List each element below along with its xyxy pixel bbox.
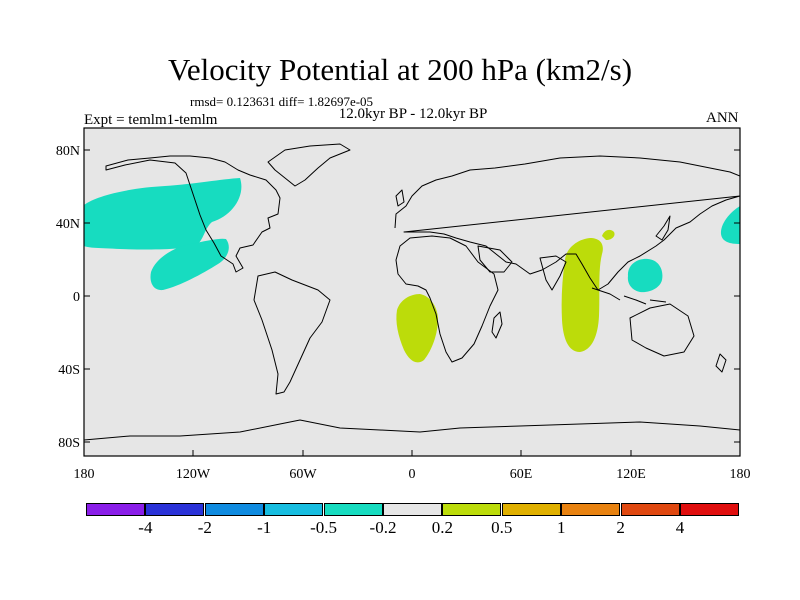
lat-label-80s: 80S xyxy=(58,436,80,451)
lat-label-40s: 40S xyxy=(58,363,80,378)
india-coastline xyxy=(539,255,567,291)
indian-ocean-positive-region xyxy=(561,238,603,352)
coastlines xyxy=(84,143,740,441)
antarctica-coastline xyxy=(84,419,740,441)
lon-label-180e: 180 xyxy=(730,467,751,482)
lon-label-60w: 60W xyxy=(289,467,317,482)
period-label: 12.0kyr BP - 12.0kyr BP xyxy=(338,106,488,122)
lon-label-0: 0 xyxy=(409,467,416,482)
lat-label-80n: 80N xyxy=(56,144,80,159)
north-america-coastline xyxy=(105,155,281,273)
plot-title: Velocity Potential at 200 hPa (km2/s) xyxy=(167,52,633,87)
longitude-labels: 180 120W 60W 0 60E 120E 180 xyxy=(74,467,751,482)
africa-coastline xyxy=(395,235,499,363)
colorbar-swatch xyxy=(264,503,324,516)
anomaly-fields xyxy=(84,178,740,363)
season-label: ANN xyxy=(706,110,739,126)
rmsd-diff-stats: rmsd= 0.123631 diff= 1.82697e-05 xyxy=(190,94,374,109)
madagascar-coastline xyxy=(491,311,503,339)
lon-label-120e: 120E xyxy=(616,467,646,482)
colorbar-swatch xyxy=(620,503,680,516)
colorbar-label: 4 xyxy=(675,518,685,537)
colorbar-swatch xyxy=(323,503,383,516)
colorbar-label: -0.5 xyxy=(310,518,338,537)
colorbar-label: 1 xyxy=(556,518,566,537)
lon-label-120w: 120W xyxy=(176,467,211,482)
lon-label-180w: 180 xyxy=(74,467,95,482)
new-zealand-coastline xyxy=(715,353,727,373)
colorbar-swatch xyxy=(383,503,442,516)
australia-coastline xyxy=(629,303,695,357)
british-isles-coastline xyxy=(395,189,405,207)
experiment-label: Expt = temlm1-temlm xyxy=(84,112,218,128)
colorbar-swatch xyxy=(561,503,621,516)
colorbar-swatch xyxy=(145,503,205,516)
europe-asia-coastline xyxy=(394,155,740,291)
lat-label-equator: 0 xyxy=(73,290,80,305)
colorbar-label: -1 xyxy=(257,518,272,537)
bay-of-bengal-positive-blob xyxy=(602,229,615,240)
date-line-negative-region xyxy=(720,206,740,244)
lon-label-60e: 60E xyxy=(510,467,533,482)
lat-label-40n: 40N xyxy=(56,217,80,232)
colorbar-swatch xyxy=(442,503,502,516)
south-america-coastline xyxy=(253,271,331,395)
colorbar-label: 2 xyxy=(616,518,625,537)
colorbar-label: -0.2 xyxy=(369,518,397,537)
colorbar-label: 0.5 xyxy=(491,518,513,537)
map-background xyxy=(84,128,740,456)
colorbar-swatch xyxy=(204,503,264,516)
north-pacific-negative-region xyxy=(84,178,242,250)
colorbar-label: 0.2 xyxy=(431,518,454,537)
indonesia-coastline xyxy=(591,287,667,305)
latitude-labels: 80N 40N 0 40S 80S xyxy=(56,144,80,451)
arabia-coastline xyxy=(477,245,513,273)
greenland-coastline xyxy=(267,143,351,187)
tick-marks xyxy=(84,149,740,456)
western-pacific-negative-region xyxy=(627,258,663,293)
colorbar-swatch xyxy=(86,503,145,516)
south-atlantic-positive-region xyxy=(396,294,438,363)
colorbar-label: -4 xyxy=(138,518,153,537)
colorbar-swatch xyxy=(501,503,561,516)
colorbar-label: -2 xyxy=(197,518,212,537)
northeast-pacific-negative-region xyxy=(150,238,229,291)
japan-coastline xyxy=(655,215,671,241)
colorbar-swatch xyxy=(680,503,739,516)
